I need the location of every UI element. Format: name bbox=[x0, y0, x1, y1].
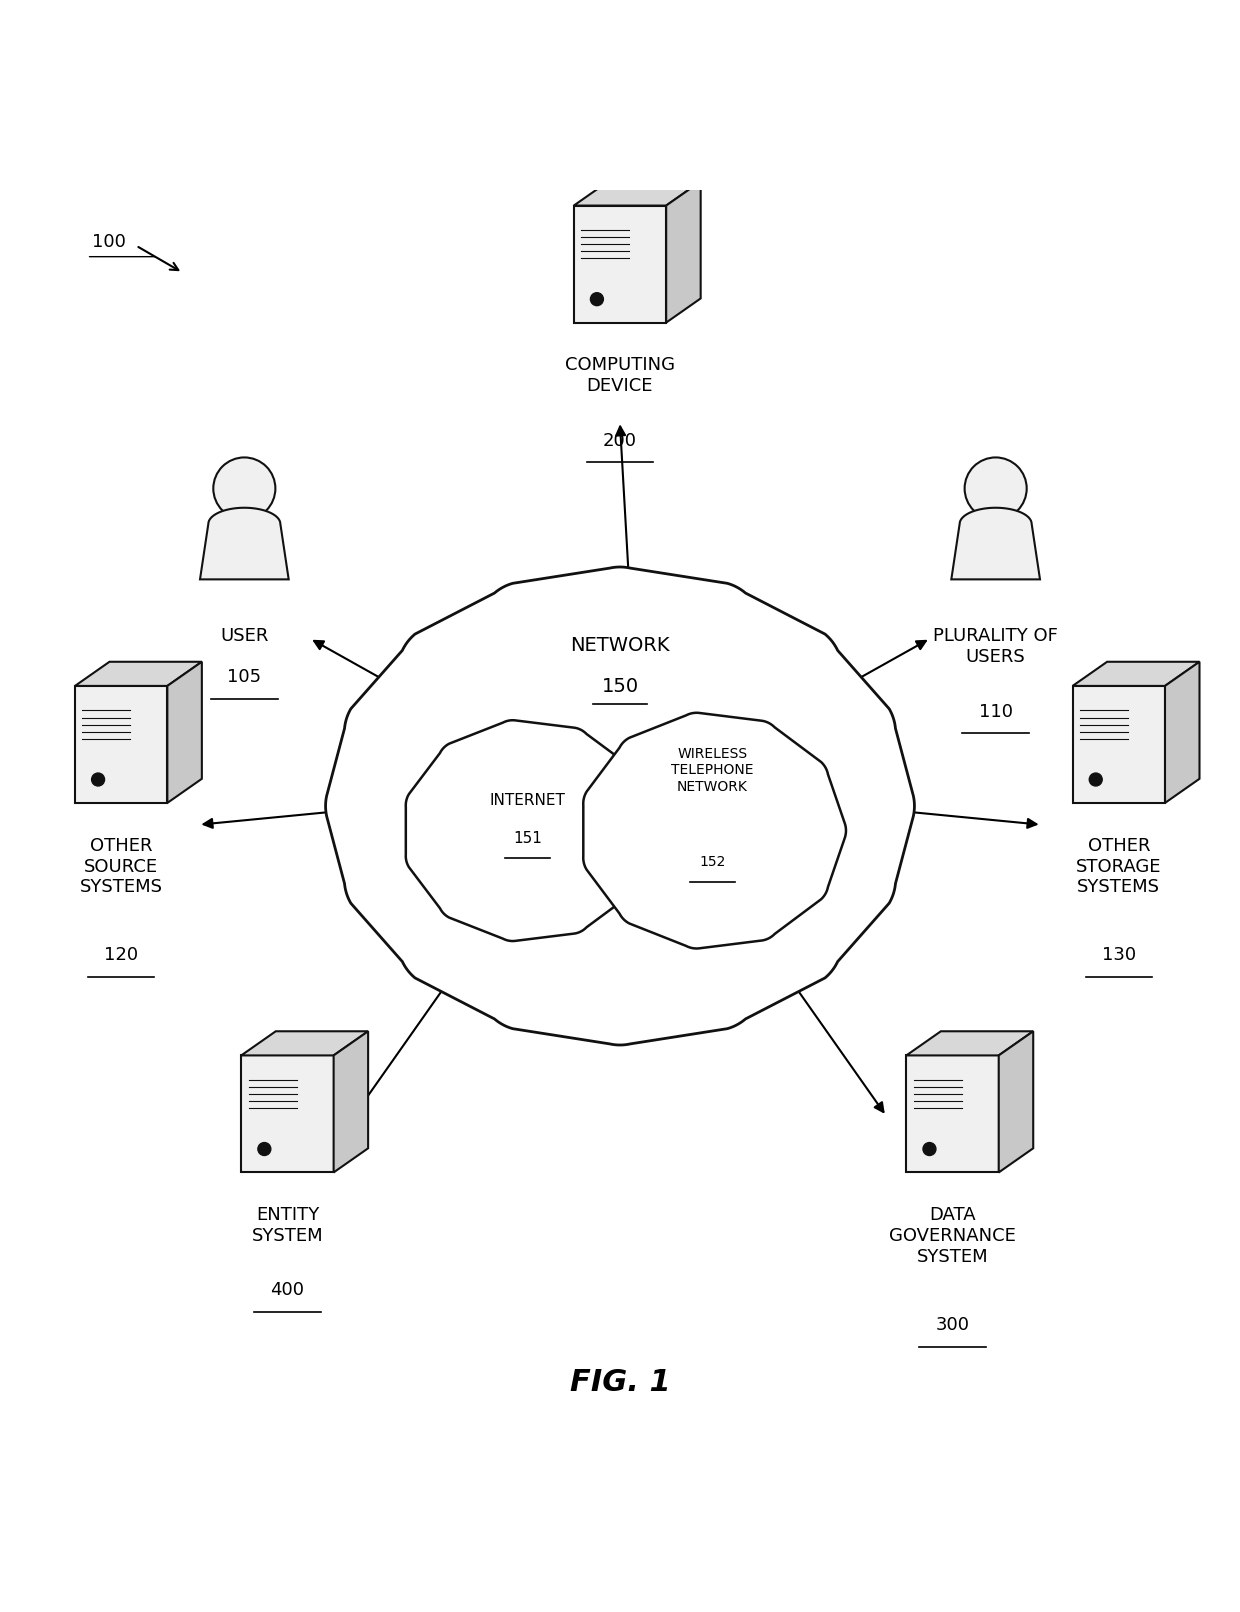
Text: 110: 110 bbox=[978, 703, 1013, 721]
Text: USER: USER bbox=[221, 627, 269, 645]
Polygon shape bbox=[74, 663, 202, 687]
Bar bbox=[906, 1056, 998, 1172]
Circle shape bbox=[258, 1143, 270, 1156]
Text: 200: 200 bbox=[603, 432, 637, 450]
Bar bbox=[1073, 687, 1166, 803]
Polygon shape bbox=[326, 567, 914, 1045]
Text: 300: 300 bbox=[935, 1315, 970, 1333]
Polygon shape bbox=[583, 713, 846, 948]
Text: OTHER
STORAGE
SYSTEMS: OTHER STORAGE SYSTEMS bbox=[1076, 837, 1162, 896]
Polygon shape bbox=[167, 663, 202, 803]
Polygon shape bbox=[951, 508, 1040, 579]
Bar bbox=[74, 687, 167, 803]
Circle shape bbox=[213, 458, 275, 519]
Text: INTERNET: INTERNET bbox=[490, 793, 565, 809]
Text: ENTITY
SYSTEM: ENTITY SYSTEM bbox=[252, 1206, 324, 1244]
Polygon shape bbox=[574, 182, 701, 206]
Text: 105: 105 bbox=[227, 667, 262, 687]
Polygon shape bbox=[242, 1032, 368, 1056]
Text: FIG. 1: FIG. 1 bbox=[569, 1369, 671, 1398]
Polygon shape bbox=[1073, 663, 1199, 687]
Text: 100: 100 bbox=[92, 232, 125, 251]
Text: 400: 400 bbox=[270, 1282, 305, 1299]
Polygon shape bbox=[666, 182, 701, 322]
Text: WIRELESS
TELEPHONE
NETWORK: WIRELESS TELEPHONE NETWORK bbox=[671, 748, 754, 793]
Circle shape bbox=[965, 458, 1027, 519]
Text: DATA
GOVERNANCE
SYSTEM: DATA GOVERNANCE SYSTEM bbox=[889, 1206, 1016, 1265]
Polygon shape bbox=[906, 1032, 1033, 1056]
Bar bbox=[242, 1056, 334, 1172]
Text: NETWORK: NETWORK bbox=[570, 635, 670, 654]
Circle shape bbox=[923, 1143, 936, 1156]
Text: 130: 130 bbox=[1102, 946, 1136, 964]
Text: 151: 151 bbox=[513, 830, 542, 846]
Text: PLURALITY OF
USERS: PLURALITY OF USERS bbox=[934, 627, 1058, 666]
Text: 152: 152 bbox=[699, 856, 725, 869]
Polygon shape bbox=[405, 721, 653, 941]
Text: OTHER
SOURCE
SYSTEMS: OTHER SOURCE SYSTEMS bbox=[79, 837, 162, 896]
Text: 120: 120 bbox=[104, 946, 138, 964]
Text: 150: 150 bbox=[601, 677, 639, 696]
Polygon shape bbox=[1166, 663, 1199, 803]
Circle shape bbox=[590, 293, 604, 306]
Circle shape bbox=[92, 774, 104, 787]
Polygon shape bbox=[334, 1032, 368, 1172]
Bar bbox=[574, 206, 666, 322]
Text: COMPUTING
DEVICE: COMPUTING DEVICE bbox=[565, 356, 675, 395]
Polygon shape bbox=[200, 508, 289, 579]
Polygon shape bbox=[998, 1032, 1033, 1172]
Circle shape bbox=[1089, 774, 1102, 787]
